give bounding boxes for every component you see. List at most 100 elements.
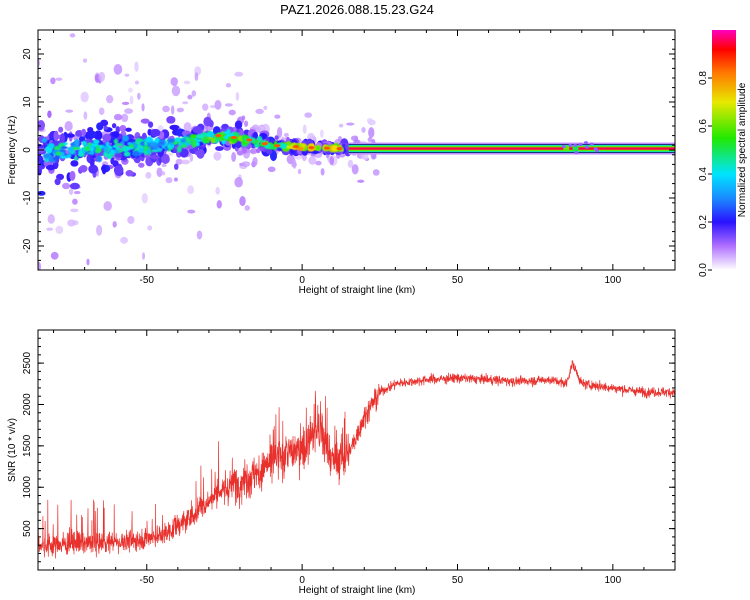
spectrogram-speckle	[67, 219, 76, 227]
spectrogram-cell	[58, 126, 64, 133]
spectrogram-speckle	[308, 156, 317, 165]
ridge-peak	[246, 138, 253, 142]
spectrogram-speckle	[276, 127, 283, 138]
spectrogram-ridge-cell	[72, 146, 80, 150]
spectrogram-speckle	[372, 169, 380, 176]
snr-y-tick-label: 1500	[22, 434, 33, 457]
spectrogram-speckle	[134, 80, 140, 85]
spectrogram-speckle	[286, 154, 295, 165]
spectrogram-ridge-cell	[93, 139, 100, 144]
spectrogram-cell	[110, 157, 115, 165]
colorbar-tick-label: 0.4	[698, 167, 709, 181]
spectrogram-speckle	[141, 103, 145, 112]
carrier-core	[348, 147, 675, 150]
spectrogram-ridge-cell	[195, 141, 200, 147]
spectrogram-ridge-cell	[74, 138, 80, 146]
spectrogram-speckle	[113, 113, 123, 121]
snr-x-tick-label: 0	[299, 575, 305, 586]
spectrogram-ridge-cell	[146, 148, 151, 155]
spectrogram-cell	[88, 130, 97, 139]
spectrogram-cell	[161, 153, 170, 164]
spectrogram-speckle	[56, 286, 59, 294]
spectrogram-cell	[147, 128, 152, 136]
spectrogram-ridge-cell	[156, 147, 163, 151]
spectrogram-speckle	[176, 107, 184, 113]
spectrogram-speckle	[86, 258, 90, 266]
spectrogram-speckle	[183, 122, 192, 133]
spectrogram-speckle	[244, 205, 251, 211]
spectrogram-speckle	[129, 95, 134, 105]
spectrogram-ridge-cell	[115, 143, 124, 147]
spectrogram-speckle	[50, 251, 59, 260]
spectrogram-speckle	[368, 127, 375, 139]
spectrogram-y-tick-label: 10	[22, 96, 33, 108]
spectrogram-speckle	[304, 112, 313, 118]
spectrogram-cell	[85, 138, 91, 144]
spectrogram-ridge-cell	[179, 144, 188, 148]
spectrogram-cell	[192, 126, 203, 134]
spectrogram-cell	[252, 131, 259, 139]
spectrogram-speckle	[72, 198, 78, 205]
ridge-peak	[292, 145, 299, 149]
ridge-peak	[274, 144, 281, 148]
colorbar-tick-label: 0.2	[698, 215, 709, 229]
snr-x-tick-label: 50	[452, 575, 464, 586]
spectrogram-ridge-cell	[48, 143, 55, 149]
spectrogram-cell	[113, 165, 124, 175]
spectrogram-ridge-cell	[167, 143, 172, 149]
spectrogram-speckle	[82, 58, 88, 63]
snr-y-tick-label: 2500	[22, 352, 33, 375]
spectrogram-speckle	[96, 224, 103, 236]
snr-frame	[37, 329, 676, 571]
spectrogram-cell	[166, 116, 176, 124]
spectrogram-ridge-cell	[103, 145, 108, 153]
spectrogram-speckle	[120, 236, 128, 244]
spectrogram-cell	[81, 128, 87, 136]
spectrogram-speckle	[147, 225, 153, 231]
spectrogram-cell	[103, 125, 109, 130]
snr-axes: -50 0 50 100 500 1000 1500 2000 2500	[22, 329, 676, 586]
spectrogram-speckle	[357, 179, 365, 183]
spectrogram-speckle	[41, 280, 45, 287]
spectrogram-ridge-cell	[180, 138, 186, 143]
spectrogram-speckle	[213, 151, 222, 161]
spectrogram-cell	[125, 127, 132, 132]
spectrogram-ridge-cell	[110, 149, 116, 155]
ridge-peak	[323, 146, 330, 150]
spectrogram-speckle	[170, 105, 175, 115]
spectrogram-speckle	[216, 200, 222, 209]
spectrogram-speckle	[128, 87, 133, 93]
spectrogram-speckle	[366, 117, 373, 124]
spectrogram-ridge-cell	[189, 141, 194, 145]
spectrogram-speckle	[65, 109, 74, 113]
spectrogram-cell	[100, 119, 109, 127]
spectrogram-speckle	[69, 33, 76, 38]
spectrogram-speckle	[73, 190, 81, 195]
spectrogram-speckle	[165, 177, 173, 184]
spectrogram-ridge-cell	[202, 137, 210, 144]
spectrogram-cell	[79, 165, 88, 173]
spectrogram-ridge-cell	[81, 140, 87, 146]
spectrogram-x-axis-label: Height of straight line (km)	[299, 285, 416, 296]
spectrogram-ridge-cell	[170, 144, 175, 149]
spectrogram-speckle	[35, 276, 42, 281]
spectrogram-speckle	[202, 103, 209, 111]
colorbar-gradient	[712, 30, 736, 270]
spectrogram-cell	[196, 148, 205, 159]
spectrogram-speckle	[189, 153, 194, 162]
spectrogram-ridge-cell	[66, 154, 71, 158]
spectrogram-speckle	[55, 77, 63, 81]
spectrogram-y-tick-label: -20	[22, 238, 33, 253]
spectrogram-speckle	[181, 159, 190, 165]
spectrogram-speckle	[225, 83, 232, 88]
spectrogram-cell	[215, 146, 224, 151]
spectrogram-ridge-cell	[98, 145, 105, 149]
spectrogram-speckle	[98, 107, 105, 115]
colorbar-ticks: 0.0 0.2 0.4 0.6 0.8	[698, 71, 712, 277]
spectrogram-speckle	[46, 227, 54, 231]
spectrogram-cell	[150, 128, 161, 137]
spectrogram-ridge-cell	[205, 133, 211, 137]
spectrogram-speckle	[68, 188, 74, 195]
spectrogram-cell	[69, 182, 80, 190]
